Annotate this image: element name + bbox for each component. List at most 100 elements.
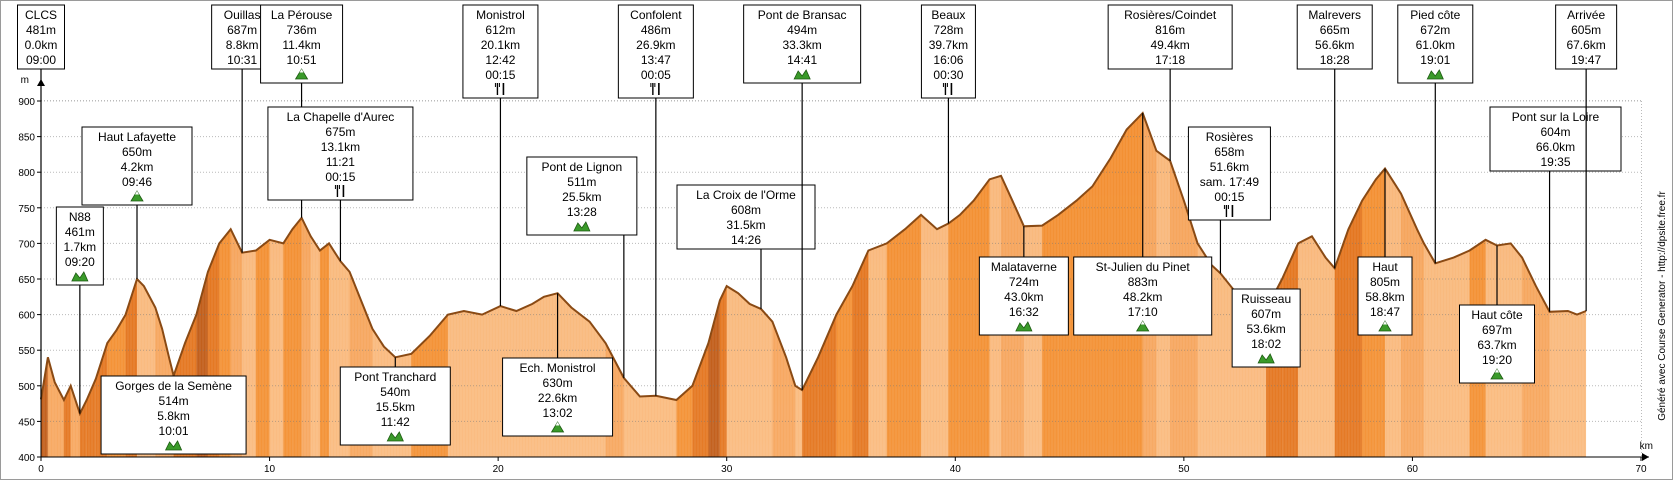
profile-segment bbox=[761, 308, 773, 457]
profile-segment bbox=[70, 385, 80, 457]
waypoint-name: Pied côte bbox=[1410, 8, 1460, 22]
waypoint-detail: 19:01 bbox=[1420, 53, 1450, 67]
y-axis-label: m bbox=[21, 75, 29, 86]
waypoint-detail: 25.5km bbox=[562, 190, 601, 204]
climb-icon-shape bbox=[71, 271, 89, 282]
fork-tines bbox=[494, 83, 500, 87]
profile-segment bbox=[937, 223, 949, 457]
waypoint-detail: sam. 17:49 bbox=[1200, 175, 1260, 189]
summit-icon-shape bbox=[130, 190, 144, 202]
waypoint-detail: 66.0km bbox=[1536, 140, 1575, 154]
axes: 400 450 500 550 600 650 700 750 800 850 900 0 10 20 30… bbox=[18, 75, 1653, 475]
waypoint-detail: 11:42 bbox=[381, 415, 410, 429]
waypoint-name: Rosières bbox=[1206, 130, 1253, 144]
waypoint-detail: 19:35 bbox=[1540, 155, 1570, 169]
waypoint-name: Ruisseau bbox=[1241, 292, 1291, 306]
waypoint-detail: 09:00 bbox=[26, 53, 56, 67]
waypoint-box bbox=[55, 206, 104, 286]
waypoint-detail: 650m bbox=[122, 145, 152, 159]
profile-segment bbox=[1567, 311, 1577, 457]
x-tick-label: 20 bbox=[493, 464, 505, 475]
profile-segment bbox=[719, 286, 727, 457]
x-tick-label: 0 bbox=[38, 464, 44, 475]
waypoint-detail: 63.7km bbox=[1477, 338, 1516, 352]
waypoint-name: La Pérouse bbox=[271, 8, 333, 22]
waypoint-detail: 43.0km bbox=[1004, 290, 1043, 304]
waypoint-detail: 630m bbox=[543, 376, 573, 390]
profile-segment bbox=[1211, 264, 1221, 457]
climb-icon-shape bbox=[386, 431, 404, 442]
profile-segment bbox=[63, 385, 71, 457]
waypoint-box bbox=[743, 4, 862, 84]
waypoints: CLCS481m0.0km09:00N88461m1.7km09:20Haut … bbox=[17, 4, 1622, 455]
waypoint-detail: 672m bbox=[1420, 23, 1450, 37]
fork-tines bbox=[942, 83, 948, 87]
waypoint-detail: 00:05 bbox=[641, 68, 671, 82]
x-tick-label: 50 bbox=[1178, 464, 1190, 475]
waypoint-detail: 00:30 bbox=[933, 68, 963, 82]
waypoint-detail: 19:47 bbox=[1571, 53, 1601, 67]
profile-outline bbox=[40, 111, 1587, 417]
waypoint-box bbox=[267, 106, 414, 201]
waypoint-name: Ouillas bbox=[224, 8, 261, 22]
waypoint-detail: 14:41 bbox=[787, 53, 817, 67]
waypoint-detail: 805m bbox=[1370, 275, 1400, 289]
waypoint-detail: 20.1km bbox=[481, 38, 520, 52]
waypoint-box bbox=[1187, 126, 1271, 221]
waypoint-detail: 16:06 bbox=[933, 53, 963, 67]
profile-segment bbox=[738, 293, 750, 457]
waypoint-detail: 514m bbox=[159, 394, 189, 408]
profile-segment bbox=[905, 214, 921, 457]
profile-segment bbox=[1417, 229, 1424, 457]
profile-segment bbox=[708, 300, 720, 457]
profile-segment bbox=[836, 286, 853, 457]
waypoint-detail: 53.6km bbox=[1246, 322, 1285, 336]
waypoint-detail: 49.4km bbox=[1150, 38, 1189, 52]
profile-segment bbox=[921, 214, 937, 457]
x-tick-label: 40 bbox=[950, 464, 962, 475]
climb-icon-shape bbox=[1257, 353, 1275, 364]
climb-icon-shape bbox=[573, 221, 591, 232]
profile-segment bbox=[1535, 286, 1550, 457]
summit-icon-shape bbox=[550, 421, 565, 433]
profile-segment bbox=[301, 217, 311, 457]
waypoint-detail: 675m bbox=[325, 125, 355, 139]
climb-icon bbox=[1426, 69, 1444, 80]
waypoint-detail: 10:31 bbox=[227, 53, 257, 67]
waypoint-detail: 16:32 bbox=[1009, 305, 1039, 319]
waypoint-detail: 26.9km bbox=[636, 38, 675, 52]
profile-segment bbox=[463, 311, 483, 457]
profile-segment bbox=[1423, 243, 1436, 457]
waypoint-box bbox=[920, 4, 976, 99]
waypoint-name: Beaux bbox=[931, 8, 965, 22]
waypoint-detail: 00:15 bbox=[325, 170, 355, 184]
waypoint-box bbox=[1555, 4, 1618, 70]
climb-icon bbox=[386, 431, 404, 442]
x-tick-label: 60 bbox=[1407, 464, 1419, 475]
profile-segment bbox=[41, 357, 48, 457]
profile-segment bbox=[292, 217, 302, 457]
profile-segment bbox=[1298, 236, 1312, 457]
waypoint-detail: 00:15 bbox=[485, 68, 515, 82]
summit-icon bbox=[1490, 368, 1504, 380]
climb-icon-shape bbox=[1015, 321, 1033, 332]
waypoint-detail: 687m bbox=[227, 23, 257, 37]
summit-icon bbox=[1136, 320, 1150, 332]
profile-segment bbox=[1042, 214, 1059, 457]
summit-icon bbox=[130, 190, 144, 202]
profile-segment bbox=[868, 243, 887, 457]
waypoint-name: St-Julien du Pinet bbox=[1096, 260, 1191, 274]
profile-segment bbox=[749, 303, 761, 457]
summit-icon bbox=[550, 421, 565, 433]
summit-icon-shape bbox=[1136, 320, 1150, 332]
